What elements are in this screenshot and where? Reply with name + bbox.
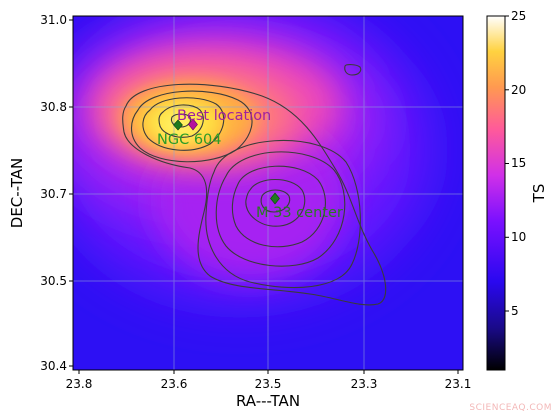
y-tick-label: 30.8 (40, 100, 67, 114)
y-tick-label: 31.0 (40, 13, 67, 27)
colorbar-tick-label: 20 (511, 83, 526, 97)
y-axis-label: DEC--TAN (8, 158, 26, 228)
best-location-marker (188, 118, 198, 131)
markers (173, 118, 280, 205)
contour-small-top (344, 64, 362, 76)
annotations: Best location NGC 604 M 33 center (157, 108, 343, 221)
colorbar-label: TS (530, 184, 548, 204)
contour-m33-1 (260, 189, 291, 213)
x-tick-label: 23.3 (351, 377, 378, 391)
annotation-ngc604: NGC 604 (157, 132, 222, 148)
contour-m33-3 (231, 165, 326, 248)
ts-heatmap (73, 16, 463, 370)
m33-center-marker (270, 192, 280, 205)
annotation-m33-center: M 33 center (256, 205, 343, 221)
contour-ngc604-2 (158, 104, 204, 138)
y-tick-label: 30.4 (40, 359, 67, 373)
y-tick-label: 30.5 (40, 274, 67, 288)
colorbar-tick-label: 5 (511, 304, 519, 318)
contour-m33-5 (205, 139, 361, 289)
contour-outer (122, 83, 387, 306)
colorbar-tick-label: 15 (511, 156, 526, 170)
x-axis: 23.8 23.6 23.5 23.3 23.1 RA---TAN (66, 370, 472, 410)
contour-m33-2 (245, 179, 306, 227)
x-tick-label: 23.8 (66, 377, 93, 391)
x-tick-label: 23.6 (161, 377, 188, 391)
ngc604-marker (173, 119, 183, 131)
y-axis: 31.0 30.8 30.7 30.5 30.4 DEC--TAN (8, 13, 73, 373)
colorbar-tick-label: 10 (511, 230, 526, 244)
annotation-best-location: Best location (177, 108, 271, 124)
contour-m33-4 (215, 151, 346, 267)
colorbar: 5 10 15 20 25 TS (486, 9, 548, 371)
x-tick-label: 23.5 (255, 377, 282, 391)
contour-ngc604-3 (142, 97, 225, 151)
y-tick-label: 30.7 (40, 187, 67, 201)
colorbar-gradient (486, 15, 506, 371)
colorbar-tick-label: 25 (511, 9, 526, 23)
watermark: SCIENCEAQ.COM (469, 403, 552, 413)
x-tick-label: 23.1 (445, 377, 472, 391)
grid-lines (73, 16, 463, 370)
x-axis-label: RA---TAN (236, 392, 300, 410)
ts-contours (122, 64, 387, 306)
